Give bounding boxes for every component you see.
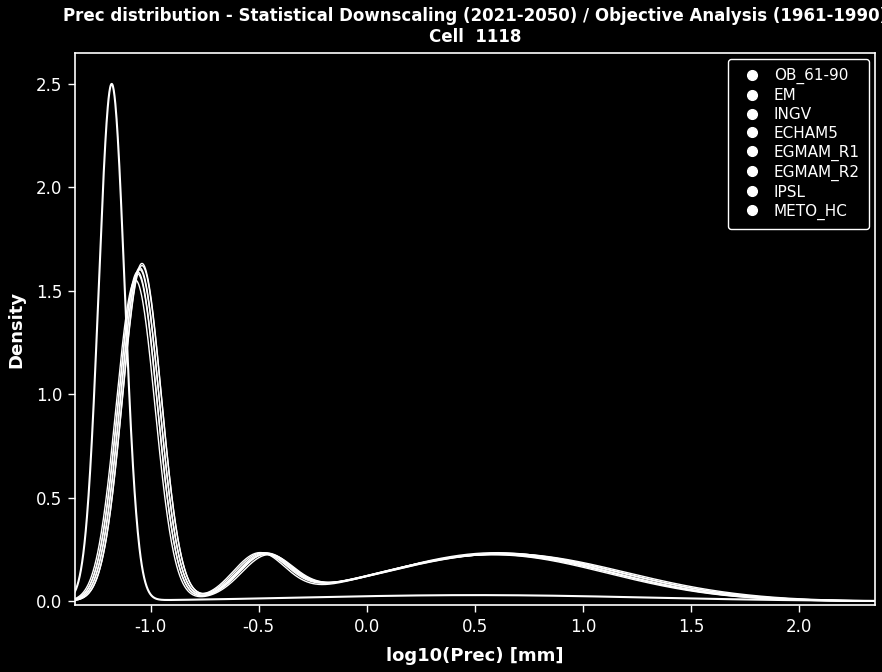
Title: Prec distribution - Statistical Downscaling (2021-2050) / Objective Analysis (19: Prec distribution - Statistical Downscal… — [63, 7, 882, 46]
X-axis label: log10(Prec) [mm]: log10(Prec) [mm] — [386, 647, 564, 665]
Y-axis label: Density: Density — [7, 290, 25, 368]
Legend: OB_61-90, EM, INGV, ECHAM5, EGMAM_R1, EGMAM_R2, IPSL, METO_HC: OB_61-90, EM, INGV, ECHAM5, EGMAM_R1, EG… — [728, 59, 869, 229]
